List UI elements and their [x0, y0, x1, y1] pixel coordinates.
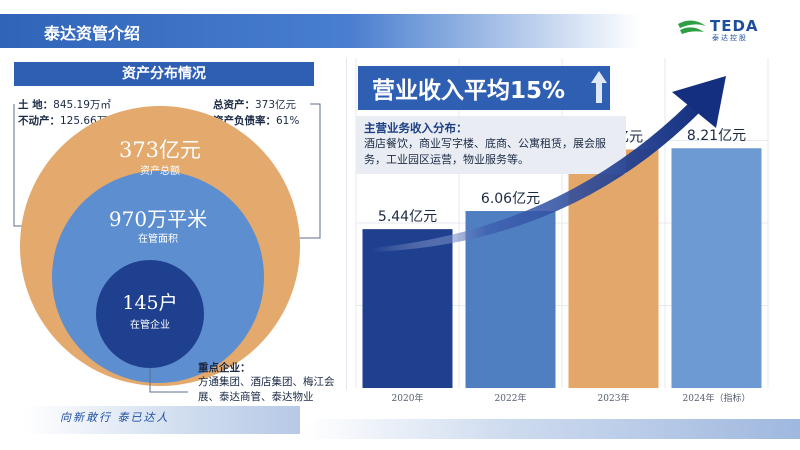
chart-frame [346, 58, 767, 390]
key-enterprises-title: 重点企业： [198, 362, 251, 374]
outer-label: 资产总额 [140, 166, 180, 177]
x-tick-label-3: 2023年 [598, 392, 630, 404]
land-row: 土 地：845.19万㎡ [18, 97, 111, 112]
business-desc-title: 主营业务收入分布： [364, 121, 468, 135]
x-tick-label-2: 2022年 [495, 392, 527, 404]
inner-circle-managed-enterprises [96, 260, 204, 368]
debt-ratio-label: 资产负债率： [213, 115, 276, 127]
x-tick-label-1: 2020年 [392, 392, 424, 404]
total-assets-row: 总资产：373亿元 [213, 97, 296, 112]
bar-value-label-2: 6.06亿元 [481, 191, 540, 207]
page-title: 泰达资管介绍 [44, 24, 141, 43]
bar-4 [671, 148, 762, 388]
growth-title: 营业收入平均15% [372, 78, 566, 104]
land-value: 845.19万㎡ [53, 99, 111, 111]
debt-ratio-value: 61% [276, 115, 300, 127]
enterprise-connector-line [149, 368, 188, 393]
total-assets-label: 总资产： [213, 99, 255, 111]
bar-value-label-4: 8.21亿元 [687, 128, 746, 144]
inner-label: 在管企业 [130, 320, 170, 331]
business-desc-text: 酒店餐饮，商业写字楼、底商、公寓租赁，展会服务，工业园区运营，物业服务等。 [364, 137, 606, 166]
land-label: 土 地： [18, 99, 54, 111]
x-tick-label-4: 2024年（指标） [683, 392, 751, 404]
bar-value-label-1: 5.44亿元 [378, 209, 437, 225]
middle-value: 970万平米 [108, 207, 208, 231]
logo-subtext: 泰达控股 [712, 34, 748, 42]
slogan-text: 向新敢行 泰已达人 [60, 411, 170, 424]
total-assets-value: 373亿元 [255, 99, 297, 111]
section-bar [14, 62, 314, 86]
bar-3 [568, 149, 659, 388]
outer-value: 373亿元 [118, 138, 202, 162]
debt-ratio-row: 资产负债率：61% [213, 113, 299, 128]
teda-logo-icon [678, 20, 706, 34]
realestate-label: 不动产： [18, 115, 60, 127]
bottom-decor-band [305, 419, 800, 439]
inner-value: 145户 [122, 292, 178, 314]
logo-text: TEDA [710, 17, 759, 35]
assets-connector-line [280, 103, 321, 239]
city-skyline-strip [24, 406, 300, 434]
section-title: 资产分布情况 [122, 66, 206, 82]
header-bar [0, 14, 640, 48]
bar-1 [362, 229, 453, 388]
middle-label: 在管面积 [138, 234, 178, 245]
key-enterprises-text: 方通集团、酒店集团、梅江会展、泰达商管、泰达物业 [198, 376, 335, 403]
bar-2 [465, 211, 556, 388]
up-arrow-icon [591, 71, 607, 103]
